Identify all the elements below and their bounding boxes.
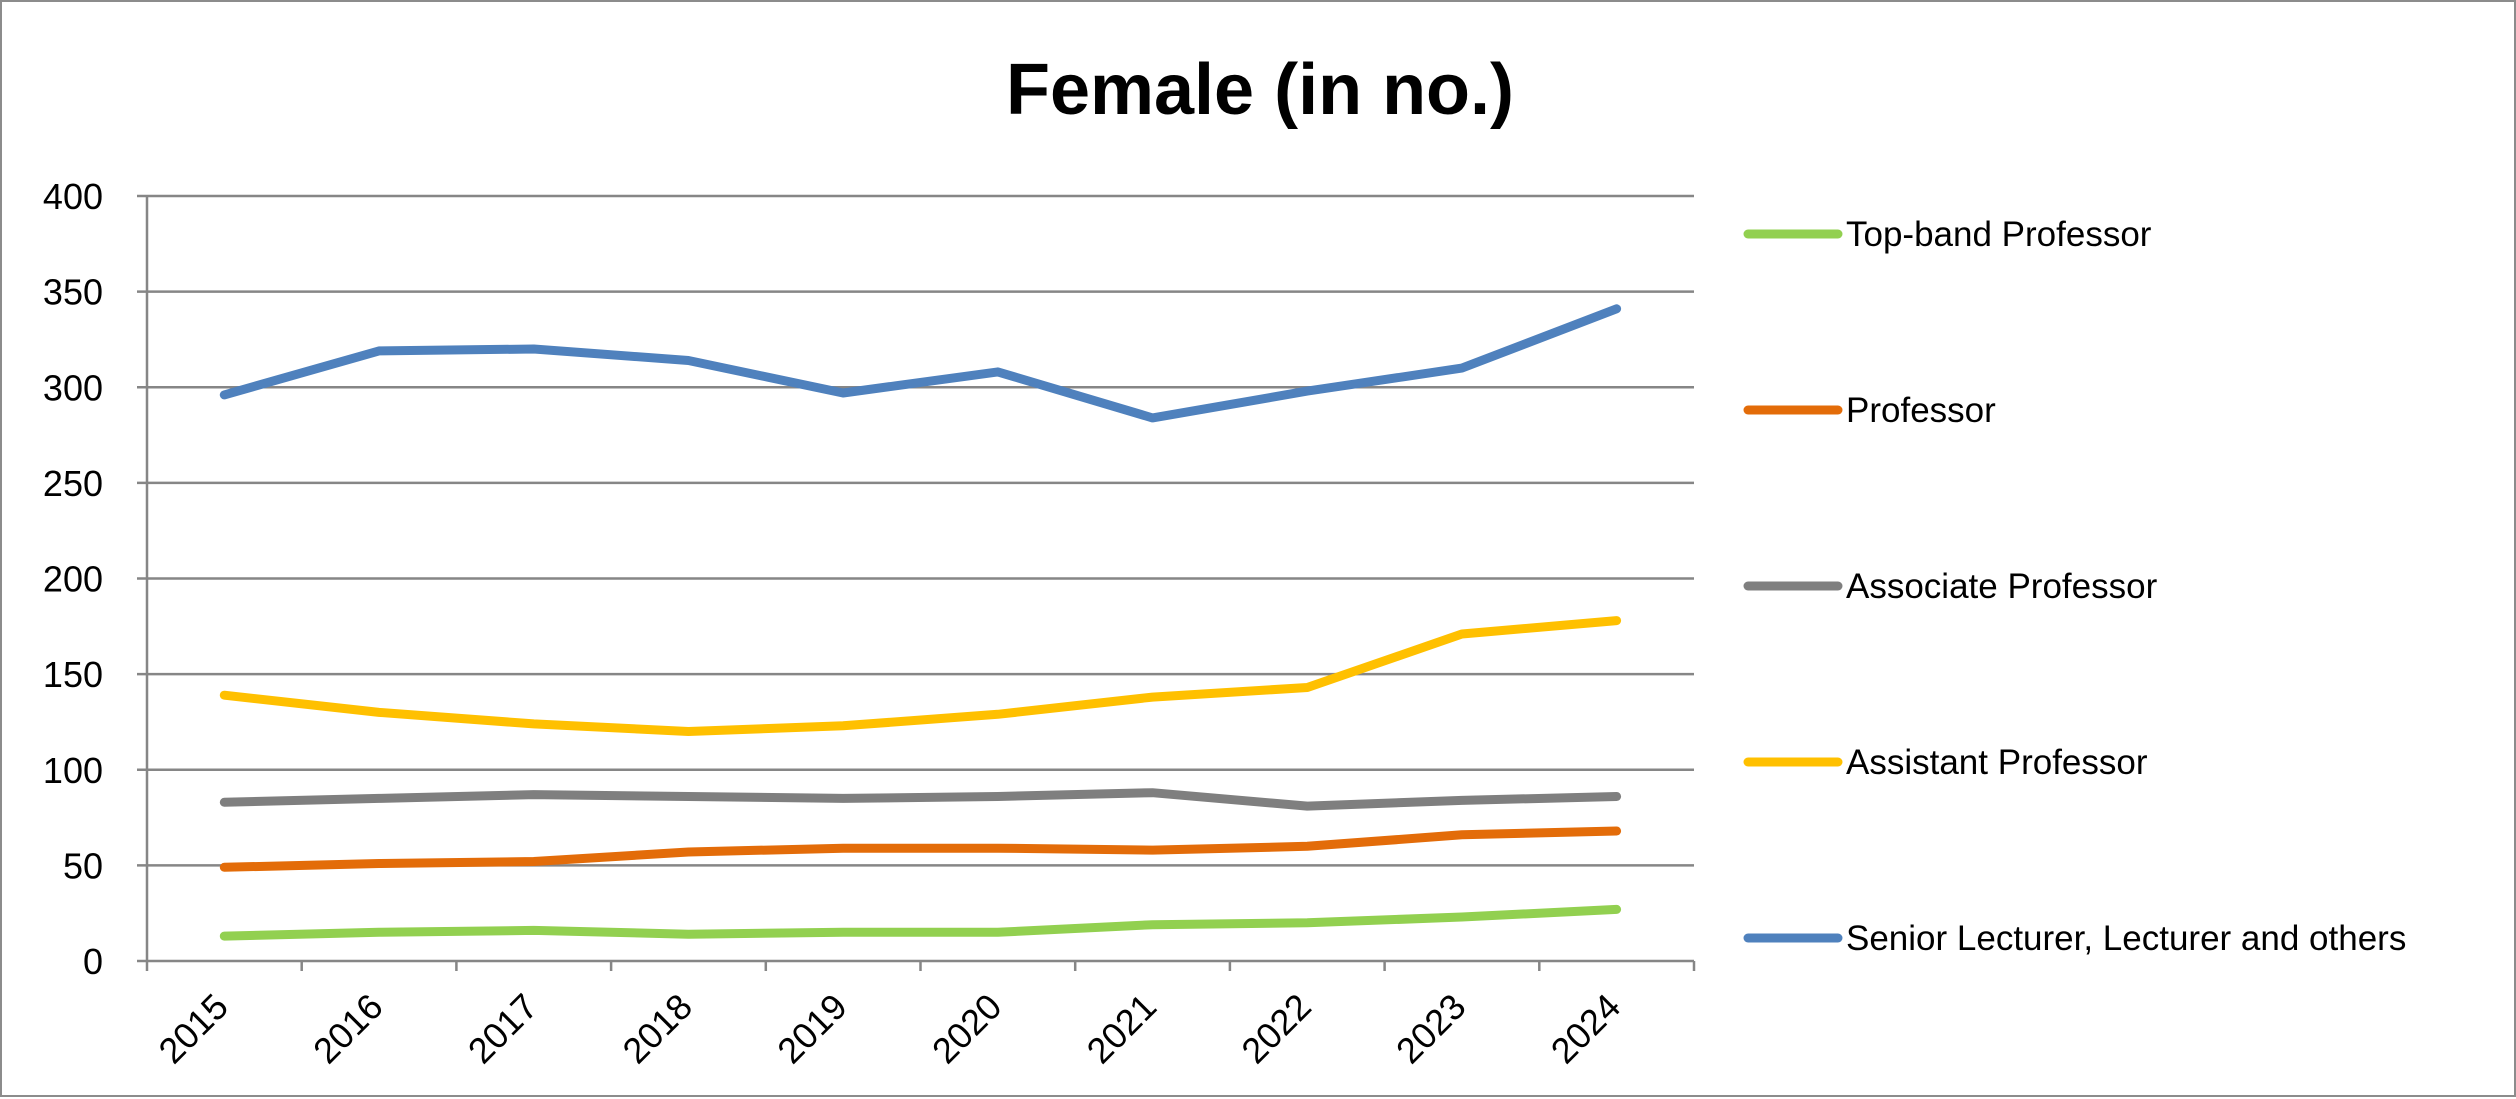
- series-line-1: [219, 826, 1622, 872]
- legend-item: Associate Professor: [1743, 567, 2158, 606]
- series-line-4: [219, 304, 1622, 423]
- y-tick-label: 200: [43, 559, 103, 600]
- y-tick-label: 400: [43, 176, 103, 217]
- legend-label: Senior Lecturer, Lecturer and others: [1846, 919, 2406, 958]
- series-line-3: [219, 616, 1622, 736]
- x-tick-label: 2018: [614, 986, 700, 1072]
- legend-item: Professor: [1743, 391, 1996, 430]
- legend-label: Associate Professor: [1846, 567, 2158, 606]
- y-tick-label: 300: [43, 367, 103, 408]
- legend-label: Top-band Professor: [1846, 215, 2152, 254]
- gridlines: [147, 194, 1694, 867]
- series-lines: [219, 304, 1622, 941]
- legend-label: Assistant Professor: [1846, 743, 2148, 782]
- legend-item: Top-band Professor: [1743, 215, 2152, 254]
- x-tick-label: 2022: [1233, 986, 1319, 1072]
- series-line-2: [219, 788, 1622, 811]
- x-tick-label: 2019: [769, 986, 855, 1072]
- y-tick-label: 0: [83, 941, 103, 982]
- x-tick-label: 2021: [1079, 986, 1165, 1072]
- x-tick-label: 2020: [924, 986, 1010, 1072]
- y-tick-label: 350: [43, 272, 103, 313]
- x-tick-label: 2015: [150, 986, 236, 1072]
- y-tick-label: 150: [43, 654, 103, 695]
- legend-item: Senior Lecturer, Lecturer and others: [1743, 919, 2406, 958]
- legend-label: Professor: [1846, 391, 1996, 430]
- x-tick-label: 2024: [1543, 986, 1629, 1072]
- legend: Top-band Professor Professor Associate Pro…: [1743, 215, 2406, 958]
- legend-item: Assistant Professor: [1743, 743, 2148, 782]
- x-tick-label: 2017: [460, 986, 546, 1072]
- x-tick-label: 2016: [305, 986, 391, 1072]
- x-tick-label: 2023: [1388, 986, 1474, 1072]
- y-tick-label: 100: [43, 750, 103, 791]
- chart-title: Female (in no.): [1006, 50, 1514, 130]
- y-tick-label: 250: [43, 463, 103, 504]
- series-line-0: [219, 904, 1622, 941]
- y-tick-label: 50: [63, 845, 103, 886]
